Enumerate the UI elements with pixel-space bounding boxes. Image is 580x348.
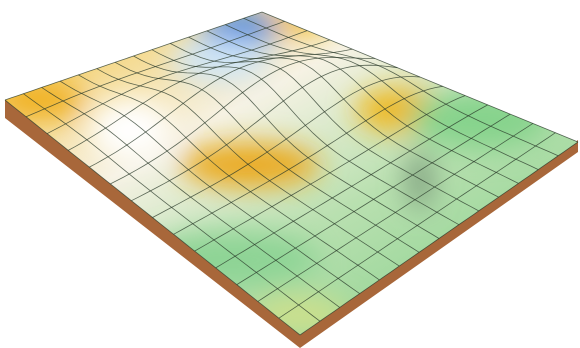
mesh-line [236,113,511,285]
mesh-grid [4,11,579,336]
mesh-line [278,132,556,319]
mesh-line [215,104,488,269]
terrain-side [5,100,578,348]
mesh-line [206,30,519,184]
mesh-line [299,141,579,336]
mesh-line [152,76,421,218]
mesh-line [170,43,479,212]
mesh-line [257,123,534,302]
mesh-line [151,49,460,226]
mesh-line [173,85,443,235]
mesh-line [261,11,579,143]
mesh-line [225,24,539,170]
mesh-line [194,95,466,252]
mesh-line [243,17,559,157]
mesh-line [188,36,499,198]
